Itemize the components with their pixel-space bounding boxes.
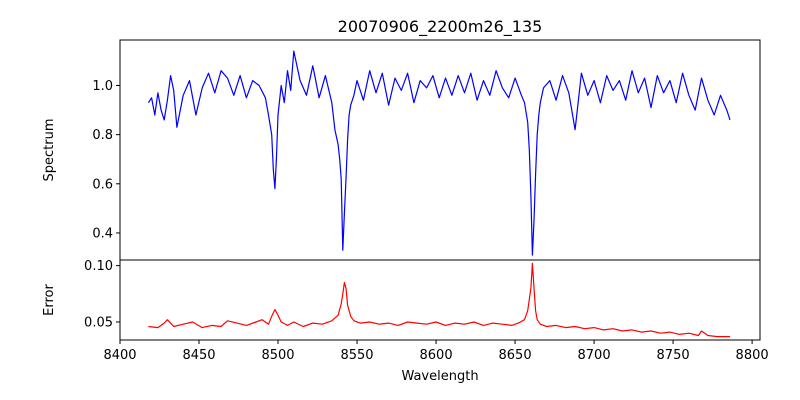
x-axis: 8400 8450 8500 8550 8600 8650 8700 8750 8800 [103,340,769,363]
spectrum-y-tick-label: 0.4 [92,226,113,241]
x-tick-label: 8750 [657,348,690,363]
error-y-axis-label: Error [42,284,57,316]
spectrum-frame [119,39,761,261]
x-tick-label: 8400 [103,348,136,363]
x-tick-label: 8550 [340,348,373,363]
x-tick-label: 8650 [499,348,532,363]
chart-title: 20070906_2200m26_135 [338,17,543,37]
error-y-tick-label: 0.10 [84,259,113,274]
spectrum-panel: 0.4 0.6 0.8 1.0 Spectrum [42,39,761,261]
x-tick-label: 8450 [182,348,215,363]
spectrum-series-line [147,50,731,256]
error-frame [119,259,761,341]
x-tick-label: 8500 [261,348,294,363]
x-tick-label: 8600 [420,348,453,363]
x-tick-label: 8700 [578,348,611,363]
x-tick-label: 8800 [736,348,769,363]
error-series-line [148,262,730,338]
spectrum-y-tick-label: 0.6 [92,177,113,192]
error-y-tick-label: 0.05 [84,315,113,330]
spectrum-y-axis-label: Spectrum [42,119,57,182]
spectrum-y-tick-label: 1.0 [92,79,113,94]
error-panel: 0.05 0.10 Error [42,259,761,341]
x-axis-label: Wavelength [401,369,478,384]
spectrum-y-tick-label: 0.8 [92,128,113,143]
